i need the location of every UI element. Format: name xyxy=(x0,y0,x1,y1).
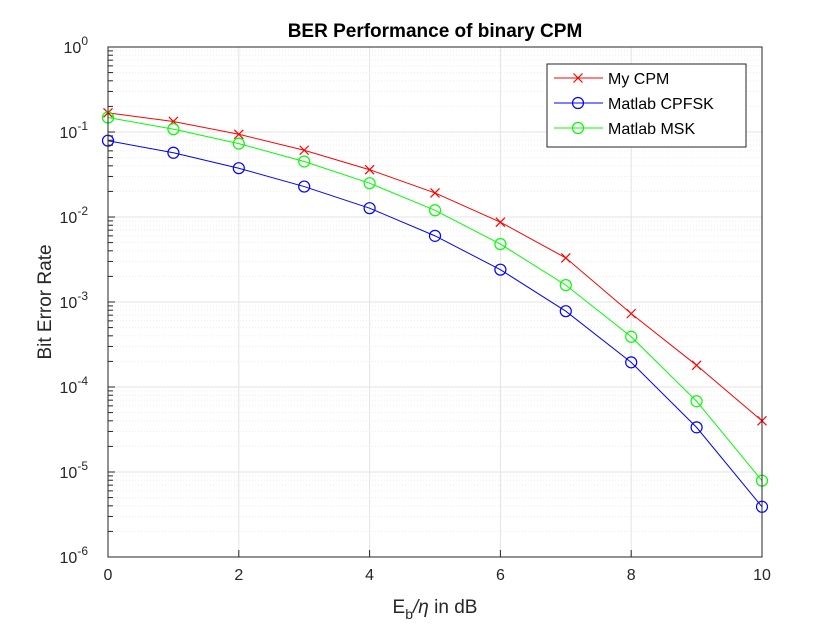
y-tick-label-exponent: -3 xyxy=(77,289,88,303)
chart-title: BER Performance of binary CPM xyxy=(288,21,583,42)
series-line xyxy=(107,117,763,482)
x-tick-label: 10 xyxy=(753,567,771,584)
data-point xyxy=(690,395,703,408)
y-tick-label-exponent: -1 xyxy=(77,119,88,133)
data-point-stroke xyxy=(233,129,244,140)
x-tick-label: 0 xyxy=(104,567,113,584)
x-axis-label-sub: b xyxy=(405,606,413,622)
data-point-stroke xyxy=(299,145,310,156)
legend: My CPM Matlab CPFSK Matlab MSK xyxy=(546,63,747,148)
y-tick-label-exponent: -4 xyxy=(77,374,88,388)
series-line xyxy=(107,140,763,508)
series-matlab-cpfsk xyxy=(101,134,769,513)
data-point xyxy=(364,164,375,175)
data-point xyxy=(299,145,310,156)
x-axis-label-symbol: /η xyxy=(411,597,429,618)
y-tick-label-exponent: 0 xyxy=(81,34,88,48)
data-point xyxy=(690,421,703,434)
x-tick-label: 6 xyxy=(496,567,505,584)
legend-item: Matlab MSK xyxy=(554,121,695,138)
legend-item: My CPM xyxy=(554,71,669,88)
data-point xyxy=(167,123,180,136)
data-point xyxy=(625,356,638,369)
data-point xyxy=(560,253,571,263)
data-point xyxy=(428,204,442,217)
data-point xyxy=(363,177,376,190)
legend-label: Matlab CPFSK xyxy=(608,96,714,113)
data-point-stroke xyxy=(626,308,637,319)
x-axis-label-rest: in dB xyxy=(429,597,478,618)
y-tick-label-exponent: -2 xyxy=(77,204,88,218)
data-point xyxy=(363,202,376,215)
legend-label: Matlab MSK xyxy=(608,121,695,138)
data-point xyxy=(232,162,245,175)
data-point-stroke xyxy=(691,360,702,371)
y-axis-label: Bit Error Rate xyxy=(35,244,56,359)
data-point xyxy=(232,137,245,150)
data-point xyxy=(298,155,311,168)
x-axis-label-main: E xyxy=(393,597,406,618)
series-layer xyxy=(101,107,769,513)
data-point xyxy=(233,129,244,140)
legend-marker xyxy=(571,96,585,110)
ticks xyxy=(107,46,763,558)
x-tick-label: 2 xyxy=(234,567,243,584)
data-point xyxy=(559,279,572,292)
legend-marker xyxy=(573,73,583,83)
minor-grid xyxy=(108,50,762,532)
legend-label: My CPM xyxy=(608,71,669,88)
data-point xyxy=(494,263,507,276)
data-point-stroke xyxy=(495,217,506,228)
data-point xyxy=(626,308,637,319)
data-point xyxy=(495,217,506,228)
legend-item: Matlab CPFSK xyxy=(554,96,714,113)
data-point xyxy=(625,330,638,343)
data-point-stroke xyxy=(364,164,375,175)
legend-marker xyxy=(571,121,585,135)
data-point xyxy=(298,180,311,193)
x-tick-label: 8 xyxy=(627,567,636,584)
data-point xyxy=(167,146,180,159)
y-tick-label-exponent: -5 xyxy=(77,459,88,473)
data-point xyxy=(494,237,507,251)
data-point-stroke xyxy=(430,187,440,198)
data-point xyxy=(559,305,572,318)
data-point-stroke xyxy=(560,253,571,263)
x-axis-label: Eb/η in dB xyxy=(393,597,478,622)
data-point xyxy=(428,229,442,242)
y-tick-label-exponent: -6 xyxy=(77,544,88,558)
data-point xyxy=(430,187,440,198)
x-tick-label: 4 xyxy=(365,567,374,584)
data-point xyxy=(691,360,702,371)
